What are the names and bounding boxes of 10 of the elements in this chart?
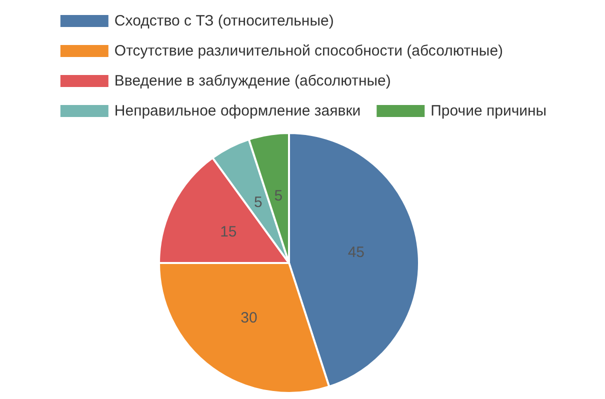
- data-label: 15: [220, 224, 237, 241]
- legend-label: Отсутствие различительной способности (абсолютные): [114, 42, 504, 60]
- data-label: 45: [348, 244, 365, 261]
- legend-label: Сходство с ТЗ (относительные): [114, 12, 334, 30]
- data-label: 5: [274, 187, 283, 204]
- legend-label: Неправильное оформление заявки: [114, 102, 361, 120]
- legend-label: Прочие причины: [430, 102, 547, 120]
- data-label: 30: [240, 310, 258, 327]
- legend-label: Введение в заблуждение (абсолютные): [114, 72, 391, 90]
- data-label: 5: [254, 194, 262, 211]
